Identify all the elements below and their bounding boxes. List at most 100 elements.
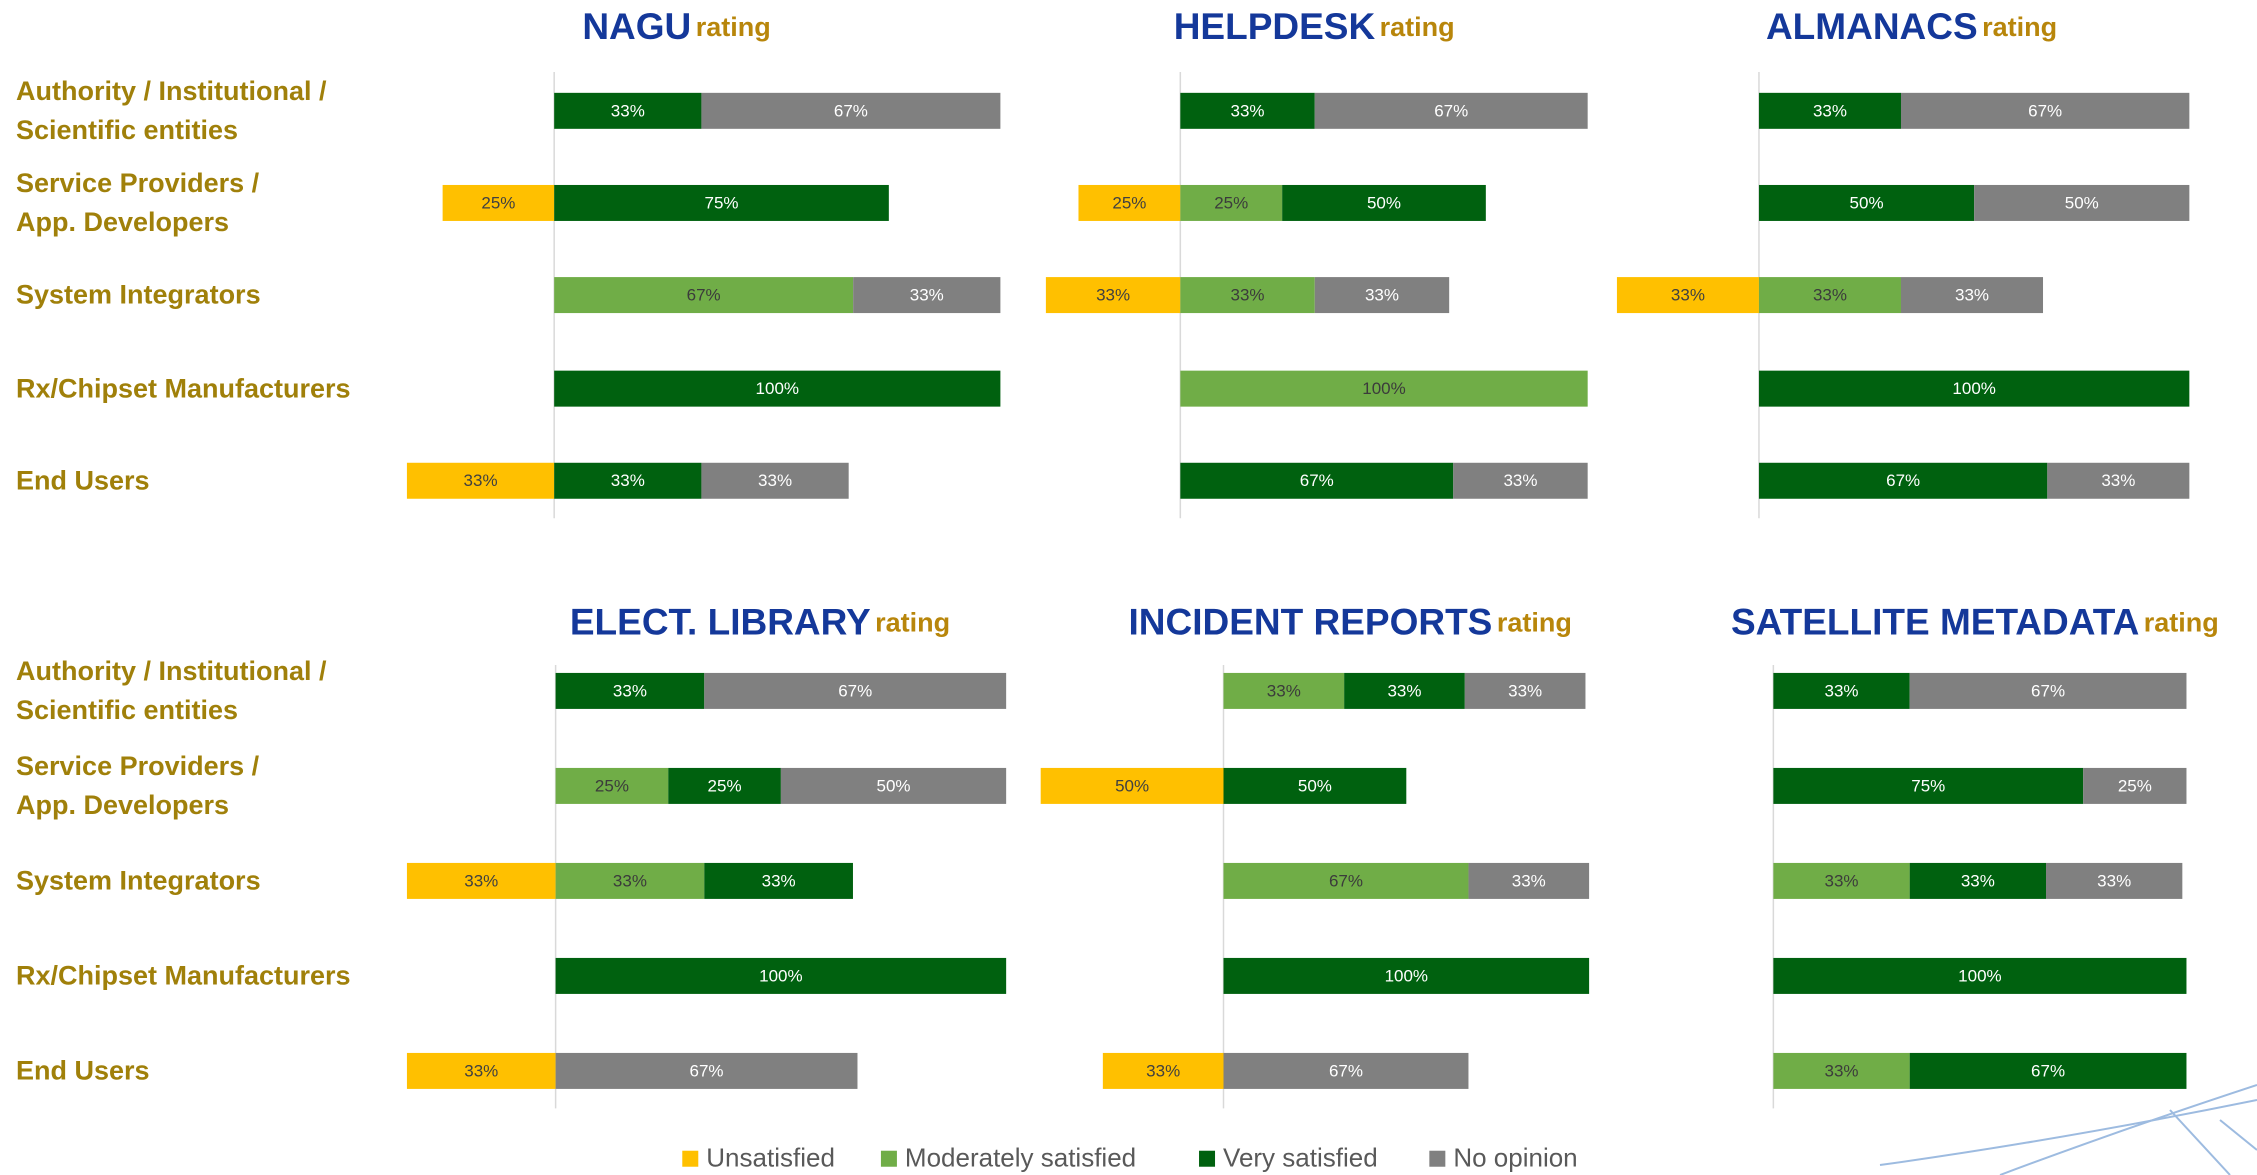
bar-segment (555, 672, 705, 709)
bar-segment (1464, 672, 1586, 709)
bar-segment (1900, 92, 2190, 129)
value-label: 67% (690, 1061, 724, 1080)
bar-segment (1773, 767, 2084, 804)
chart-title: INCIDENT REPORTS rating (1129, 601, 1572, 642)
title-main: ELECT. LIBRARY (570, 601, 871, 642)
value-label: 33% (1503, 471, 1537, 490)
legend-label: No opinion (1453, 1143, 1577, 1173)
bar-segment (1180, 92, 1315, 129)
value-label: 100% (1385, 966, 1428, 985)
bar-segment (1773, 957, 2187, 994)
title-main: HELPDESK (1174, 6, 1376, 47)
chart-title: HELPDESK rating (1174, 6, 1455, 47)
value-label: 75% (704, 193, 738, 212)
bar-segment (1223, 957, 1590, 994)
value-label: 33% (1825, 871, 1859, 890)
legend-swatch (880, 1150, 897, 1167)
value-label: 33% (1267, 681, 1301, 700)
bar-segment (1909, 672, 2187, 709)
legend-swatch (1199, 1150, 1216, 1167)
category-label: System Integrators (16, 279, 261, 310)
bar-segment (1900, 277, 2044, 314)
bar-segment (1773, 862, 1910, 899)
value-label: 100% (759, 966, 802, 985)
bar-segment (1758, 462, 2048, 499)
value-label: 33% (2101, 471, 2135, 490)
value-label: 33% (613, 681, 647, 700)
value-label: 33% (1146, 1061, 1180, 1080)
bar-segment (1282, 184, 1486, 221)
value-label: 67% (1434, 101, 1468, 120)
bar-segment (1453, 462, 1588, 499)
bar-segment (1180, 277, 1315, 314)
bar-segment (554, 462, 702, 499)
legend-label: Moderately satisfied (905, 1143, 1136, 1173)
bar-segment (704, 862, 853, 899)
bar-segment (1773, 1052, 1910, 1089)
category-label: System Integrators (16, 865, 261, 896)
deco-line (2219, 1119, 2257, 1151)
bar-segment (1180, 462, 1454, 499)
value-label: 25% (1112, 193, 1146, 212)
bar-segment (1909, 862, 2047, 899)
value-label: 33% (1961, 871, 1995, 890)
bar-segment (1616, 277, 1759, 314)
value-label: 33% (611, 101, 645, 120)
value-label: 67% (1300, 471, 1334, 490)
value-label: 33% (1955, 286, 1989, 305)
title-suffix: rating (875, 608, 950, 638)
category-label: End Users (16, 1055, 150, 1086)
value-label: 67% (2028, 101, 2062, 120)
value-label: 100% (1958, 966, 2001, 985)
bar-segment (555, 767, 669, 804)
value-label: 75% (1911, 776, 1945, 795)
bar-segment (554, 277, 854, 314)
title-main: NAGU (582, 6, 691, 47)
chart-title: ELECT. LIBRARY rating (570, 601, 950, 642)
bar-segment (555, 957, 1007, 994)
bar-segment (1758, 370, 2190, 407)
bar-segment (442, 184, 555, 221)
value-label: 67% (687, 286, 721, 305)
bar-segment (704, 672, 1007, 709)
bar-segment (2047, 462, 2190, 499)
bar-segment (701, 462, 849, 499)
value-label: 100% (756, 379, 799, 398)
category-label: Service Providers / App. Developers (16, 750, 260, 820)
title-suffix: rating (696, 12, 771, 42)
bar-segment (555, 1052, 858, 1089)
bar-segment (780, 767, 1007, 804)
bar-segment (853, 277, 1001, 314)
value-label: 33% (910, 286, 944, 305)
value-label: 50% (2065, 193, 2099, 212)
value-label: 25% (481, 193, 515, 212)
value-label: 50% (1850, 193, 1884, 212)
bar-segment (1314, 92, 1588, 129)
category-label: Rx/Chipset Manufacturers (16, 373, 351, 404)
legend-label: Unsatisfied (706, 1143, 835, 1173)
value-label: 25% (1214, 193, 1248, 212)
value-label: 33% (1365, 286, 1399, 305)
value-label: 33% (464, 871, 498, 890)
bar-segment (1040, 767, 1224, 804)
title-suffix: rating (1497, 608, 1572, 638)
value-label: 25% (2118, 776, 2152, 795)
legend-swatch (682, 1150, 699, 1167)
value-label: 67% (834, 101, 868, 120)
value-label: 50% (1298, 776, 1332, 795)
value-label: 33% (1512, 871, 1546, 890)
bar-segment (1180, 184, 1283, 221)
value-label: 33% (611, 471, 645, 490)
category-label: End Users (16, 465, 150, 496)
bar-segment (1223, 672, 1345, 709)
value-label: 33% (1825, 1061, 1859, 1080)
bar-segment (1773, 672, 1910, 709)
value-label: 50% (1367, 193, 1401, 212)
chart-title: NAGU rating (582, 6, 770, 47)
value-label: 33% (1387, 681, 1421, 700)
value-label: 25% (708, 776, 742, 795)
value-label: 33% (613, 871, 647, 890)
legend-label: Very satisfied (1223, 1143, 1378, 1173)
value-label: 100% (1952, 379, 1995, 398)
